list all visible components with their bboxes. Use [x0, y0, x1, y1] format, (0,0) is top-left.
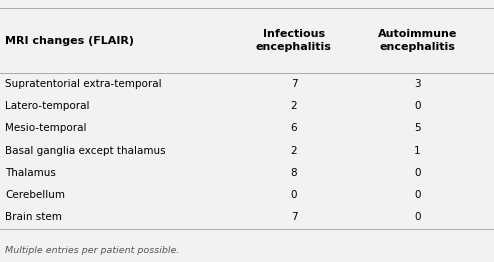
Text: 0: 0 — [414, 212, 421, 222]
Text: Thalamus: Thalamus — [5, 168, 56, 178]
Text: Multiple entries per patient possible.: Multiple entries per patient possible. — [5, 246, 179, 255]
Text: 6: 6 — [290, 123, 297, 133]
Text: Supratentorial extra-temporal: Supratentorial extra-temporal — [5, 79, 162, 89]
Text: 0: 0 — [290, 190, 297, 200]
Text: 8: 8 — [290, 168, 297, 178]
Text: Brain stem: Brain stem — [5, 212, 62, 222]
Text: 7: 7 — [290, 212, 297, 222]
Text: 2: 2 — [290, 101, 297, 111]
Text: 3: 3 — [414, 79, 421, 89]
Text: 2: 2 — [290, 146, 297, 156]
Text: 0: 0 — [414, 190, 421, 200]
Text: Autoimmune
encephalitis: Autoimmune encephalitis — [378, 29, 457, 52]
Text: 0: 0 — [414, 168, 421, 178]
Text: 0: 0 — [414, 101, 421, 111]
Text: 7: 7 — [290, 79, 297, 89]
Text: Latero-temporal: Latero-temporal — [5, 101, 89, 111]
Text: 5: 5 — [414, 123, 421, 133]
Text: Cerebellum: Cerebellum — [5, 190, 65, 200]
Text: MRI changes (FLAIR): MRI changes (FLAIR) — [5, 36, 134, 46]
Text: Basal ganglia except thalamus: Basal ganglia except thalamus — [5, 146, 165, 156]
Text: 1: 1 — [414, 146, 421, 156]
Text: Mesio-temporal: Mesio-temporal — [5, 123, 86, 133]
Text: Infectious
encephalitis: Infectious encephalitis — [256, 29, 332, 52]
